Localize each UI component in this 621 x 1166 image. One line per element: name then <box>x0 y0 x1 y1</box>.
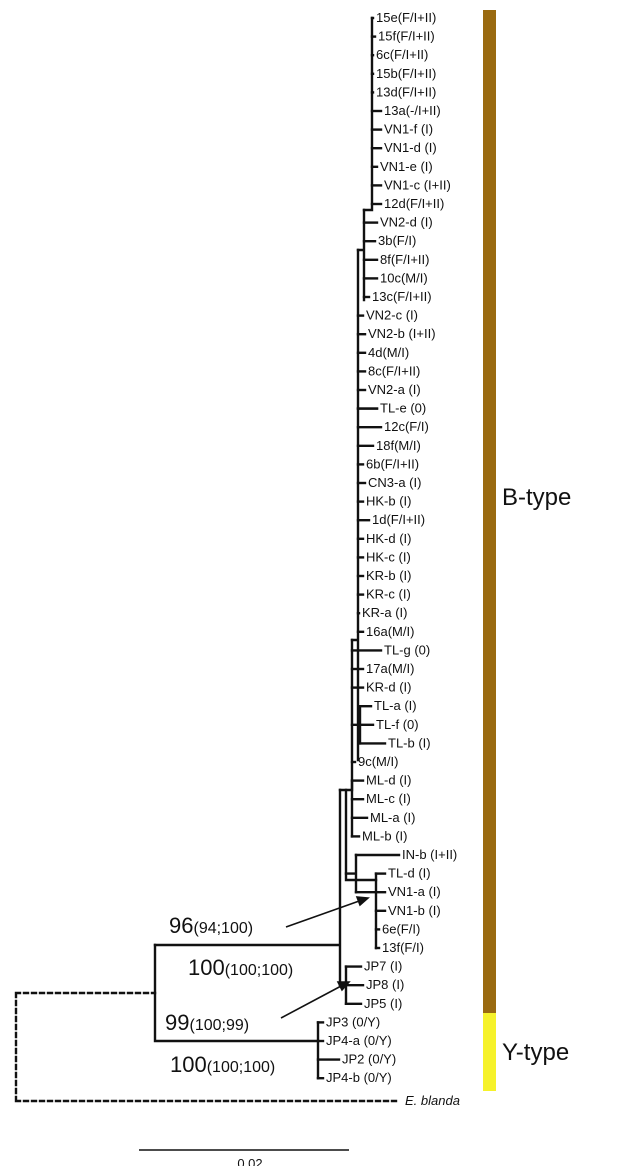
clade-branch <box>344 788 378 882</box>
tip-label: 8f(F/I+II) <box>380 252 429 267</box>
tip-label: JP4-b (0/Y) <box>326 1070 392 1085</box>
clade-branch <box>354 872 378 950</box>
tip-label: VN2-a (I) <box>368 382 421 397</box>
tip-label: 6b(F/I+II) <box>366 456 419 471</box>
clade-branch <box>338 638 354 792</box>
tip-label: 6c(F/I+II) <box>376 47 428 62</box>
tip-label: HK-d (I) <box>366 531 412 546</box>
tip-label: 10c(M/I) <box>380 270 428 285</box>
tip-label: 3b(F/I) <box>378 233 416 248</box>
scale-bar-label: 0.02 <box>237 1156 262 1166</box>
tip-label: 18f(M/I) <box>376 438 421 453</box>
arrow-96-head <box>355 896 370 907</box>
bootstrap-label-96: 96(94;100) <box>169 913 253 938</box>
tip-label: VN2-d (I) <box>380 215 433 230</box>
tip-label: 13a(-/I+II) <box>384 103 441 118</box>
tip-label: TL-a (I) <box>374 698 417 713</box>
tip-label: 8c(F/I+II) <box>368 363 420 378</box>
b-type-bar <box>483 10 496 1013</box>
tip-label: 15e(F/I+II) <box>376 10 436 25</box>
crown-clade-branch <box>362 16 374 212</box>
tip-label: 4d(M/I) <box>368 345 409 360</box>
tip-label: TL-f (0) <box>376 717 419 732</box>
tip-label: JP2 (0/Y) <box>342 1052 396 1067</box>
tip-label: 12c(F/I) <box>384 419 429 434</box>
tip-label: ML-b (I) <box>362 828 408 843</box>
y-type-label: Y-type <box>502 1039 569 1066</box>
support-arrows <box>280 896 370 1019</box>
tip-label: IN-b (I+II) <box>402 847 457 862</box>
tip-label: 12d(F/I+II) <box>384 196 444 211</box>
tip-label: VN1-d (I) <box>384 140 437 155</box>
tip-label: TL-d (I) <box>388 866 431 881</box>
tree-branches <box>14 16 401 1103</box>
tip-label: HK-c (I) <box>366 549 411 564</box>
outgroup-branch <box>14 991 400 1103</box>
tip-label: VN2-b (I+II) <box>368 326 436 341</box>
tip-label: 15f(F/I+II) <box>378 29 435 44</box>
tip-label: 13d(F/I+II) <box>376 84 436 99</box>
tip-label: 9c(M/I) <box>358 754 398 769</box>
tip-label: JP8 (I) <box>366 977 404 992</box>
tip-label: ML-d (I) <box>366 773 412 788</box>
tip-label: 13f(F/I) <box>382 940 424 955</box>
tip-label: 16a(M/I) <box>366 624 414 639</box>
btype-stem <box>153 788 342 987</box>
tip-label: VN1-b (I) <box>388 903 441 918</box>
tip-labels: 15e(F/I+II) 15f(F/I+II) 6c(F/I+II) 15b(F/I+… <box>326 10 457 1085</box>
tip-label: TL-e (0) <box>380 401 426 416</box>
tip-label: TL-g (0) <box>384 642 430 657</box>
tip-label: 15b(F/I+II) <box>376 66 436 81</box>
y-type-bar <box>483 1013 496 1091</box>
outgroup-label: E. blanda <box>405 1093 460 1108</box>
clade-branch <box>344 853 358 894</box>
tip-label: CN3-a (I) <box>368 475 421 490</box>
tip-label: HK-b (I) <box>366 494 412 509</box>
bootstrap-label-99: 99(100;99) <box>165 1010 249 1035</box>
tip-label: VN1-f (I) <box>384 122 433 137</box>
tip-label: 13c(F/I+II) <box>372 289 432 304</box>
tip-label: 6e(F/I) <box>382 921 420 936</box>
tip-label: TL-b (I) <box>388 735 431 750</box>
tip-label: JP4-a (0/Y) <box>326 1033 392 1048</box>
tip-label: JP5 (I) <box>364 996 402 1011</box>
tip-label: KR-b (I) <box>366 568 412 583</box>
tip-label: KR-c (I) <box>366 587 411 602</box>
tip-label: 17a(M/I) <box>366 661 414 676</box>
tip-label: VN1-c (I+II) <box>384 177 451 192</box>
tip-label: ML-a (I) <box>370 810 416 825</box>
tip-label: KR-a (I) <box>362 605 408 620</box>
tip-label: VN2-c (I) <box>366 308 418 323</box>
arrow-96 <box>285 899 363 928</box>
b-type-label: B-type <box>502 484 571 511</box>
bootstrap-label-100-ytype: 100(100;100) <box>170 1052 275 1077</box>
tip-label: KR-d (I) <box>366 680 412 695</box>
bootstrap-label-100-btype: 100(100;100) <box>188 955 293 980</box>
tip-label: JP7 (I) <box>364 959 402 974</box>
tip-label: JP3 (0/Y) <box>326 1014 380 1029</box>
tip-label: VN1-a (I) <box>388 884 441 899</box>
arrow-99-head <box>336 981 351 992</box>
tip-label: ML-c (I) <box>366 791 411 806</box>
tip-label: 1d(F/I+II) <box>372 512 425 527</box>
arrow-99 <box>280 984 344 1019</box>
tip-label: VN1-e (I) <box>380 159 433 174</box>
